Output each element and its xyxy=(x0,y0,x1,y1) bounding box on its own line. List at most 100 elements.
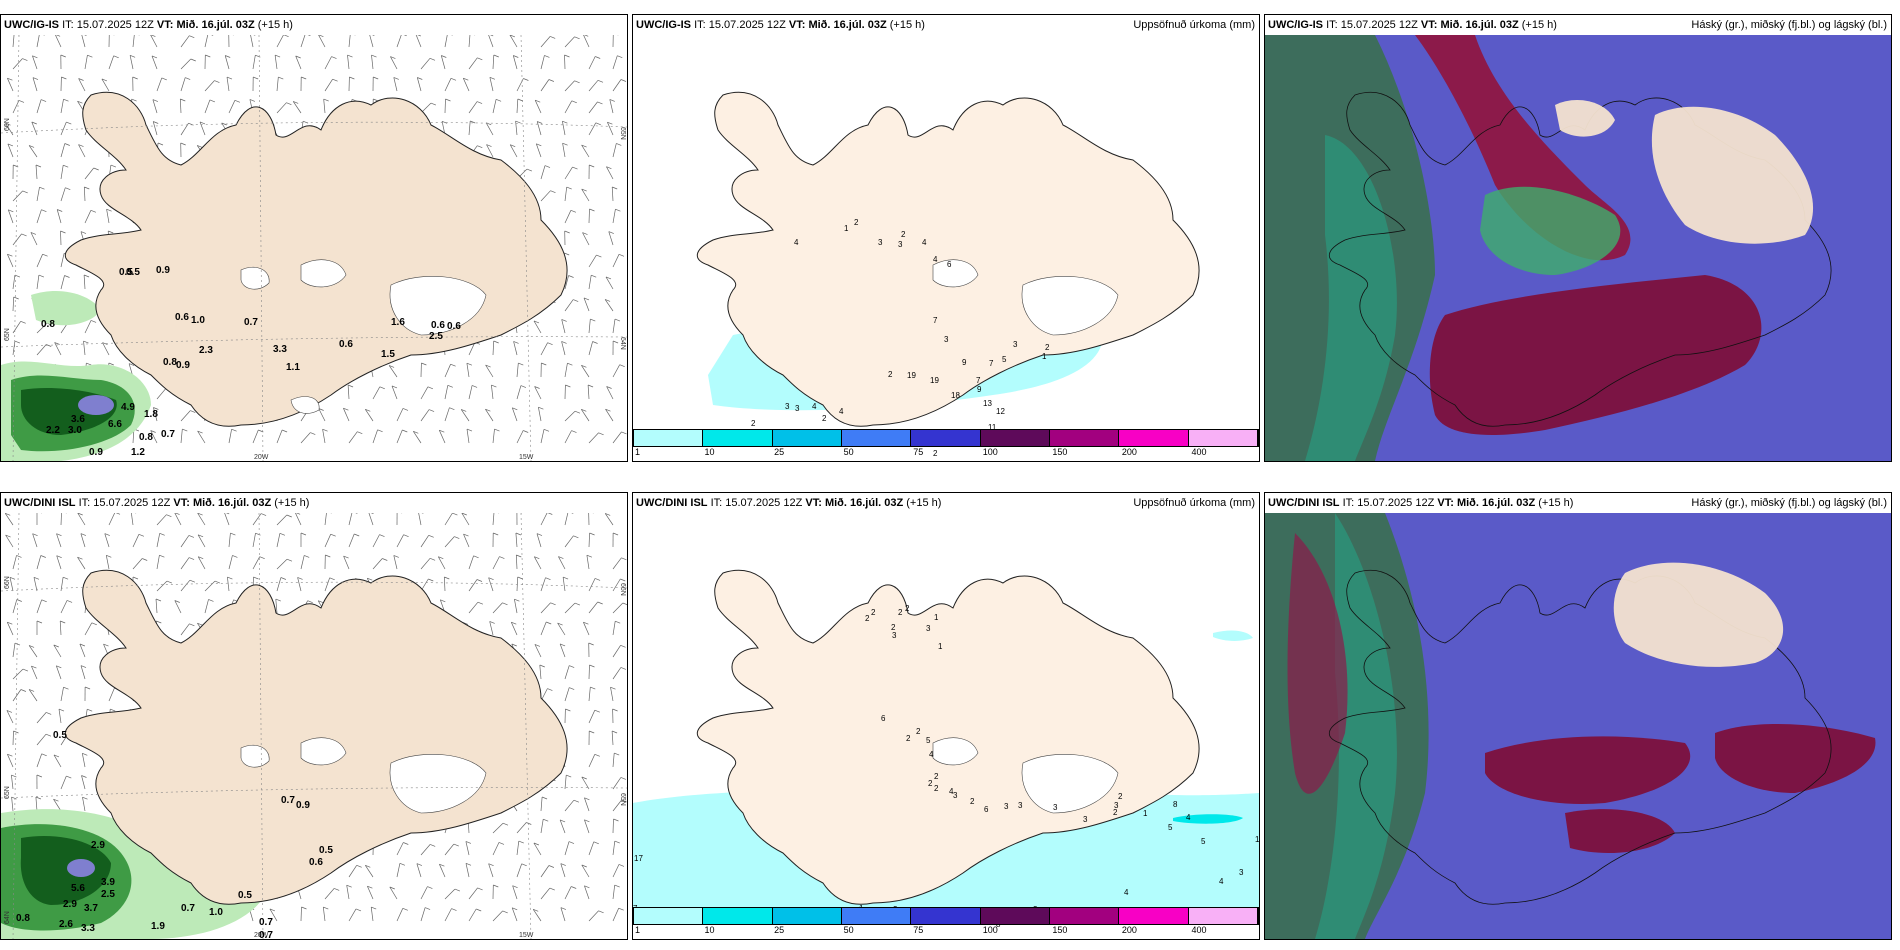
wind-barb-flag xyxy=(113,55,119,59)
wind-barb xyxy=(540,79,550,92)
wind-barb-flag xyxy=(221,122,227,126)
wind-barb xyxy=(60,577,64,592)
precip-label: 2 xyxy=(865,614,870,623)
wind-barb xyxy=(488,35,494,48)
wind-barb xyxy=(204,599,209,614)
wind-barb-flag xyxy=(590,686,596,690)
wind-barb xyxy=(612,143,617,158)
wind-barb-flag xyxy=(180,98,186,102)
precip-panel-row1: UWC/IG-IS IT: 15.07.2025 12Z VT: Mið. 16… xyxy=(632,14,1260,462)
wind-barb-flag xyxy=(371,906,377,910)
wind-barb xyxy=(583,35,590,48)
wind-barb-flag xyxy=(155,598,162,602)
wind-barb xyxy=(512,885,518,900)
wind-barb xyxy=(370,907,374,922)
wind-barb-flag xyxy=(453,843,459,847)
wind-barb xyxy=(269,908,278,922)
gust-label: 1.0 xyxy=(191,315,205,326)
vt-value: Mið. 16.júl. 03Z xyxy=(1456,497,1536,509)
wind-barb-flag xyxy=(214,80,220,83)
wind-barb xyxy=(348,908,357,922)
wind-barb xyxy=(492,556,500,570)
precip-label: 2 xyxy=(1118,792,1123,801)
wind-barb-flag xyxy=(28,689,35,692)
precip-label: 3 xyxy=(926,624,931,633)
wind-barb-flag xyxy=(573,299,579,302)
wind-barb xyxy=(300,35,306,48)
wind-barb-flag xyxy=(523,78,529,81)
precip-label: 2 xyxy=(934,772,939,781)
precip-label: 1 xyxy=(938,642,943,651)
wind-barb-flag xyxy=(77,100,83,104)
legend-tick: 10 xyxy=(704,447,715,457)
panel-header: UWC/IG-IS IT: 15.07.2025 12Z VT: Mið. 16… xyxy=(1,15,627,35)
wind-barb-flag xyxy=(564,230,570,234)
wind-barb-flag xyxy=(53,644,59,648)
wind-barb-flag xyxy=(46,344,52,347)
wind-barb xyxy=(393,77,398,92)
wind-barb xyxy=(588,101,598,114)
gust-label: 0.5 xyxy=(319,845,333,856)
wind-barb-flag xyxy=(325,554,331,558)
iceland-land xyxy=(64,569,568,905)
wind-barb xyxy=(562,121,566,136)
wind-barb xyxy=(516,385,522,400)
wind-barb-flag xyxy=(447,384,453,388)
lead-time: (+15 h) xyxy=(889,19,925,31)
vt-value: Mið. 16.júl. 03Z xyxy=(808,19,887,31)
wind-barb-flag xyxy=(7,143,14,147)
legend-swatch xyxy=(772,908,842,924)
wind-barb-flag xyxy=(403,534,409,538)
wind-barb xyxy=(492,340,495,356)
wind-barb xyxy=(612,55,618,70)
wind-barb-flag xyxy=(205,54,211,58)
wind-barb-flag xyxy=(493,54,499,58)
wind-barb xyxy=(564,799,575,812)
wind-barb xyxy=(150,35,158,48)
legend-swatch xyxy=(980,908,1050,924)
wind-barb-flag xyxy=(618,907,624,911)
wind-barb-flag xyxy=(454,888,461,892)
precip-label: 6 xyxy=(984,805,989,814)
wind-barb-flag xyxy=(343,555,349,559)
wind-barb xyxy=(295,513,302,526)
wind-barb xyxy=(612,667,622,680)
wind-barb-flag xyxy=(38,274,45,278)
wind-barb-flag xyxy=(523,430,529,433)
wind-barb-flag xyxy=(53,798,59,802)
wind-barb-flag xyxy=(318,600,324,604)
wind-barb xyxy=(372,429,378,444)
wind-barb xyxy=(488,863,494,878)
wind-barb-flag xyxy=(589,664,595,668)
precip-label: 3 xyxy=(1004,802,1009,811)
wind-barb-flag xyxy=(226,76,233,80)
wind-barb xyxy=(396,908,404,922)
wind-barb-flag xyxy=(21,233,27,237)
wind-barb xyxy=(180,410,191,422)
wind-barb-flag xyxy=(61,76,67,80)
wind-barb-flag xyxy=(581,776,587,780)
wind-barb-flag xyxy=(371,54,377,58)
wind-barb xyxy=(418,513,422,526)
wind-barb-flag xyxy=(159,554,165,558)
wind-barb-flag xyxy=(86,362,92,366)
wind-barb-flag xyxy=(493,532,499,536)
wind-barb xyxy=(343,555,350,570)
wind-barb xyxy=(252,429,259,444)
wind-barb xyxy=(300,906,302,922)
wind-barb xyxy=(276,35,284,48)
wind-barb xyxy=(59,620,62,636)
wind-barb xyxy=(180,557,190,570)
wind-barb xyxy=(540,190,551,202)
wind-barb-flag xyxy=(543,428,550,432)
lead-time: (+15 h) xyxy=(1521,19,1557,31)
precip-label: 2 xyxy=(928,779,933,788)
wind-barb xyxy=(612,908,620,922)
wind-barb xyxy=(534,386,542,400)
wind-barb xyxy=(462,78,470,92)
wind-barb-flag xyxy=(32,533,38,537)
wind-barb xyxy=(492,513,495,526)
wind-barb-flag xyxy=(286,102,292,106)
legend-swatch xyxy=(1049,430,1120,446)
wind-barb xyxy=(324,534,332,548)
